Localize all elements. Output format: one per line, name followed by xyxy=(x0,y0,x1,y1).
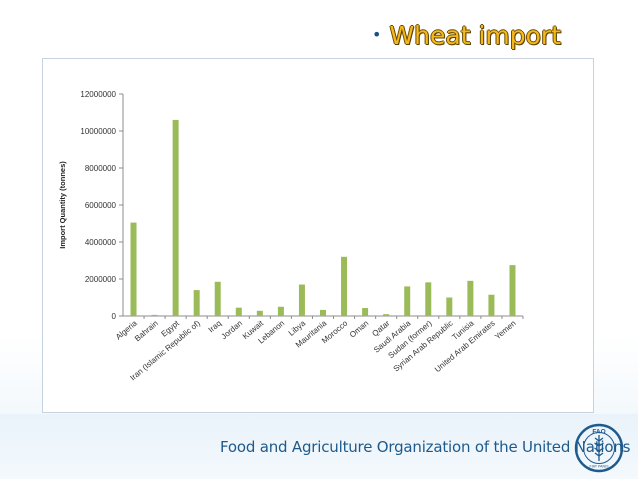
chart-container: 0 2000000 4000000 6000000 8000000 10000000 120… xyxy=(42,58,594,413)
bar-iran-islamic-republic-of xyxy=(193,290,200,316)
title-bullet: • xyxy=(372,25,382,44)
wheat-import-bar-chart: 0 2000000 4000000 6000000 8000000 10000000 120… xyxy=(58,90,524,382)
bar-oman xyxy=(362,308,369,316)
y-tick-label: 0 xyxy=(112,312,117,321)
footer-band xyxy=(0,414,638,479)
slide-title: • Wheat import xyxy=(372,18,632,52)
x-tick-label: Yemen xyxy=(493,319,518,342)
x-tick-label: Oman xyxy=(348,319,370,340)
title-text: Wheat import xyxy=(389,21,561,50)
bar-algeria xyxy=(130,222,137,316)
y-tick-label: 2000000 xyxy=(85,275,117,284)
x-tick-label: Bahrain xyxy=(133,319,160,344)
bar-saudi-arabia xyxy=(404,286,411,316)
y-tick-label: 12000000 xyxy=(80,90,116,99)
bar-tunisia xyxy=(467,280,474,316)
bar-syrian-arab-republic xyxy=(446,297,453,316)
bar-sudan-former xyxy=(425,282,432,316)
bar-egypt xyxy=(172,119,179,317)
bar-libya xyxy=(298,284,305,316)
bar-iraq xyxy=(214,281,221,316)
y-tick-label: 10000000 xyxy=(80,127,116,136)
bar-yemen xyxy=(509,265,516,316)
bar-united-arab-emirates xyxy=(488,294,495,316)
y-axis-title: Import Quantity (tonnes) xyxy=(58,161,67,249)
fao-logo-letters: FAO xyxy=(592,429,605,436)
bar-kuwait xyxy=(256,310,263,316)
bar-qatar xyxy=(383,314,390,316)
bar-morocco xyxy=(341,256,348,316)
fao-logo-outer-ring xyxy=(574,423,624,473)
y-tick-label: 8000000 xyxy=(85,164,117,173)
organization-name: Food and Agriculture Organization of the… xyxy=(220,438,631,456)
y-tick-label: 6000000 xyxy=(85,201,117,210)
x-tick-label: Iraq xyxy=(207,319,223,335)
fao-logo-inner-ring xyxy=(583,432,615,464)
bar-jordan xyxy=(235,307,242,316)
fao-logo: FAO FIAT PANIS xyxy=(574,423,624,473)
bar-bahrain xyxy=(151,314,158,316)
bar-mauritania xyxy=(320,309,326,316)
y-tick-label: 4000000 xyxy=(85,238,117,247)
x-tick-label: Jordan xyxy=(220,319,245,342)
wheat-ear-icon xyxy=(594,435,604,461)
fao-logo-motto: FIAT PANIS xyxy=(590,465,610,469)
bar-lebanon xyxy=(277,306,284,316)
